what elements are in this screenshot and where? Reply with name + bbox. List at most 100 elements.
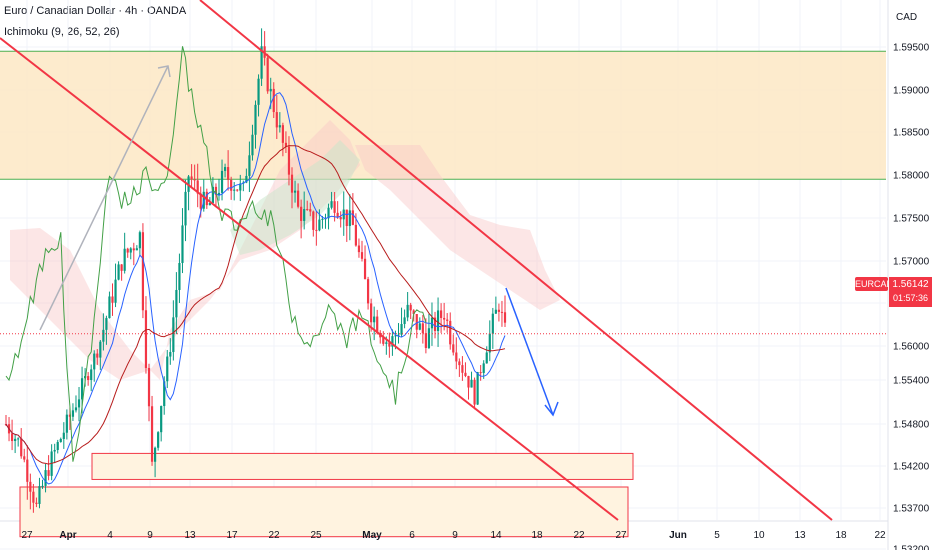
candle	[290, 174, 294, 193]
candle	[77, 399, 81, 408]
candle	[120, 264, 123, 271]
candle	[354, 224, 358, 246]
candle	[141, 232, 145, 311]
candle	[446, 319, 449, 321]
x-tick-label: 22	[874, 530, 886, 541]
demand-zone-2	[19, 486, 629, 538]
candle	[309, 209, 312, 212]
channel-upper-line	[199, 0, 833, 521]
candle	[96, 353, 99, 358]
y-tick-label: 1.58000	[893, 171, 930, 182]
candle	[90, 369, 93, 380]
y-tick-label: 1.59500	[893, 43, 930, 54]
candle	[71, 410, 75, 417]
candle	[458, 361, 461, 366]
candle	[293, 190, 297, 193]
y-tick-label: 1.55400	[893, 376, 930, 387]
candle	[421, 323, 424, 334]
candle	[424, 333, 427, 349]
candle	[17, 438, 20, 440]
candle	[400, 324, 403, 335]
y-tick-label: 1.58500	[893, 128, 930, 139]
trend-arrow-grey	[39, 65, 169, 331]
candle	[26, 459, 29, 482]
candle	[363, 258, 367, 280]
candle	[342, 209, 345, 220]
projection-arrow-head	[544, 401, 559, 417]
candle	[391, 336, 394, 347]
candle	[87, 376, 90, 380]
candle	[208, 202, 211, 206]
chikou-line	[5, 46, 427, 462]
channel-lower-line	[0, 37, 619, 521]
last-price-badge: 1.56142 01:57:36	[889, 277, 932, 307]
candle	[184, 191, 187, 226]
candle	[376, 316, 379, 333]
candle	[497, 309, 501, 312]
candle	[150, 406, 154, 462]
candle	[260, 46, 263, 79]
candle	[300, 206, 303, 221]
candle	[220, 170, 224, 193]
candle	[114, 279, 117, 303]
candle	[333, 201, 336, 213]
candle	[227, 167, 230, 180]
candle	[482, 363, 485, 374]
candle	[117, 264, 120, 280]
candle	[93, 353, 96, 370]
candle	[348, 210, 351, 227]
candle	[132, 248, 135, 251]
candle	[491, 313, 494, 334]
candle	[245, 175, 248, 183]
candle	[53, 449, 56, 452]
candle	[153, 447, 157, 462]
candle	[321, 218, 324, 220]
candle	[278, 125, 281, 128]
candle	[251, 134, 254, 156]
y-tick-label: 1.56000	[893, 342, 930, 353]
candle	[287, 146, 291, 175]
candle	[427, 328, 431, 349]
candle	[105, 318, 108, 330]
x-tick-label: Jun	[669, 530, 687, 541]
candle	[181, 225, 184, 263]
candle	[166, 356, 169, 382]
candle	[388, 342, 391, 347]
candle	[32, 491, 35, 503]
candle	[449, 320, 452, 345]
x-tick-label: 9	[147, 530, 153, 541]
candle	[470, 379, 473, 388]
candle	[303, 209, 306, 221]
candle	[284, 142, 288, 147]
candle	[44, 470, 47, 486]
candle	[123, 248, 126, 271]
candle	[409, 304, 412, 311]
candle	[281, 125, 284, 143]
candle	[257, 78, 260, 105]
candle	[80, 378, 84, 400]
candle	[248, 155, 251, 176]
candle	[455, 352, 458, 362]
candle	[503, 312, 507, 323]
candle	[476, 372, 479, 405]
x-tick-label: 6	[409, 530, 415, 541]
chart-title: Euro / Canadian Dollar · 4h · OANDA	[4, 5, 187, 17]
indicator-legend[interactable]: Ichimoku (9, 26, 52, 26)	[4, 26, 120, 38]
candle	[373, 316, 376, 323]
candle	[10, 433, 14, 442]
candle	[193, 179, 196, 181]
candle	[360, 252, 364, 259]
candle	[397, 334, 400, 336]
ichimoku-cloud-future	[355, 145, 560, 310]
candle	[479, 372, 482, 374]
currency-label[interactable]: CAD	[896, 12, 918, 23]
candle	[327, 207, 330, 219]
candle	[473, 379, 476, 405]
trend-arrow-grey-head	[157, 65, 171, 78]
candle	[147, 367, 151, 407]
x-tick-label: 25	[310, 530, 322, 541]
candle	[172, 317, 175, 353]
candle	[464, 372, 467, 376]
tenkan-line	[5, 92, 506, 485]
